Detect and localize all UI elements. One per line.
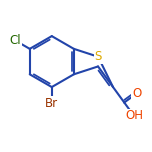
Text: OH: OH	[125, 109, 143, 122]
Text: O: O	[132, 87, 141, 100]
Text: S: S	[94, 50, 102, 63]
Text: Br: Br	[45, 97, 58, 110]
Text: Cl: Cl	[10, 34, 21, 47]
